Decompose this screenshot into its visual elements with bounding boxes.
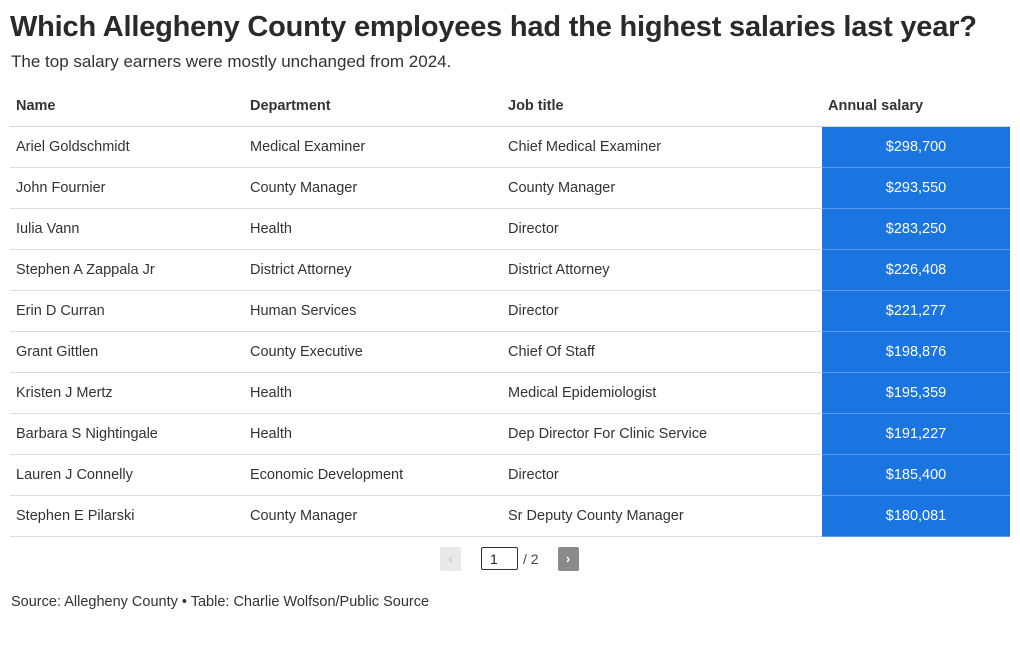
table-row: John Fournier County Manager County Manage… bbox=[10, 167, 1010, 209]
cell-annual-salary: $298,700 bbox=[822, 126, 1010, 168]
column-header-job-title[interactable]: Job title bbox=[502, 86, 822, 127]
page-number-input[interactable] bbox=[481, 547, 518, 570]
cell-department: County Executive bbox=[244, 331, 502, 373]
table-row: Stephen E Pilarski County Manager Sr Deput… bbox=[10, 495, 1010, 537]
cell-job-title: Director bbox=[502, 290, 822, 332]
cell-annual-salary: $180,081 bbox=[822, 495, 1010, 537]
column-header-name[interactable]: Name bbox=[10, 86, 244, 127]
previous-page-button[interactable]: ‹ bbox=[440, 546, 461, 571]
table-row: Ariel Goldschmidt Medical Examiner Chief M… bbox=[10, 126, 1010, 168]
cell-annual-salary: $185,400 bbox=[822, 454, 1010, 496]
table-body: Ariel Goldschmidt Medical Examiner Chief M… bbox=[10, 126, 1010, 537]
next-page-button[interactable]: › bbox=[557, 546, 579, 571]
table-row: Kristen J Mertz Health Medical Epidemiolog… bbox=[10, 372, 1010, 414]
cell-name: Kristen J Mertz bbox=[10, 372, 244, 414]
page-total: / 2 bbox=[523, 550, 539, 567]
cell-annual-salary: $293,550 bbox=[822, 167, 1010, 209]
cell-name: Ariel Goldschmidt bbox=[10, 126, 244, 168]
cell-department: Health bbox=[244, 208, 502, 250]
table-row: Grant Gittlen County Executive Chief Of St… bbox=[10, 331, 1010, 373]
cell-department: District Attorney bbox=[244, 249, 502, 291]
cell-job-title: Medical Epidemiologist bbox=[502, 372, 822, 414]
cell-job-title: District Attorney bbox=[502, 249, 822, 291]
table-row: Barbara S Nightingale Health Dep Director … bbox=[10, 413, 1010, 455]
cell-name: John Fournier bbox=[10, 167, 244, 209]
table-row: Lauren J Connelly Economic Development Dir… bbox=[10, 454, 1010, 496]
cell-annual-salary: $195,359 bbox=[822, 372, 1010, 414]
cell-name: Lauren J Connelly bbox=[10, 454, 244, 496]
cell-department: Economic Development bbox=[244, 454, 502, 496]
table-row: Iulia Vann Health Director $283,250 bbox=[10, 208, 1010, 250]
chart-subtitle: The top salary earners were mostly uncha… bbox=[11, 52, 452, 71]
cell-name: Stephen E Pilarski bbox=[10, 495, 244, 537]
cell-department: Human Services bbox=[244, 290, 502, 332]
cell-name: Iulia Vann bbox=[10, 208, 244, 250]
source-note: Source: Allegheny County • Table: Charli… bbox=[11, 594, 430, 610]
cell-department: Health bbox=[244, 413, 502, 455]
cell-job-title: Director bbox=[502, 208, 822, 250]
cell-job-title: Dep Director For Clinic Service bbox=[502, 413, 822, 455]
pagination: ‹ / 2 › bbox=[440, 546, 579, 571]
cell-name: Stephen A Zappala Jr bbox=[10, 249, 244, 291]
cell-job-title: Chief Of Staff bbox=[502, 331, 822, 373]
chart-title: Which Allegheny County employees had the… bbox=[10, 11, 977, 43]
cell-annual-salary: $191,227 bbox=[822, 413, 1010, 455]
cell-name: Erin D Curran bbox=[10, 290, 244, 332]
cell-department: County Manager bbox=[244, 167, 502, 209]
table-header-row: Name Department Job title Annual salary bbox=[10, 86, 1010, 127]
cell-department: Health bbox=[244, 372, 502, 414]
table-row: Stephen A Zappala Jr District Attorney Dis… bbox=[10, 249, 1010, 291]
cell-annual-salary: $221,277 bbox=[822, 290, 1010, 332]
cell-job-title: County Manager bbox=[502, 167, 822, 209]
cell-annual-salary: $226,408 bbox=[822, 249, 1010, 291]
cell-annual-salary: $198,876 bbox=[822, 331, 1010, 373]
cell-name: Grant Gittlen bbox=[10, 331, 244, 373]
cell-annual-salary: $283,250 bbox=[822, 208, 1010, 250]
column-header-annual-salary[interactable]: Annual salary bbox=[822, 86, 1010, 127]
cell-job-title: Chief Medical Examiner bbox=[502, 126, 822, 168]
table-row: Erin D Curran Human Services Director $221,… bbox=[10, 290, 1010, 332]
cell-job-title: Sr Deputy County Manager bbox=[502, 495, 822, 537]
cell-job-title: Director bbox=[502, 454, 822, 496]
column-header-department[interactable]: Department bbox=[244, 86, 502, 127]
salary-table: Name Department Job title Annual salary … bbox=[10, 86, 1010, 537]
cell-name: Barbara S Nightingale bbox=[10, 413, 244, 455]
cell-department: Medical Examiner bbox=[244, 126, 502, 168]
cell-department: County Manager bbox=[244, 495, 502, 537]
